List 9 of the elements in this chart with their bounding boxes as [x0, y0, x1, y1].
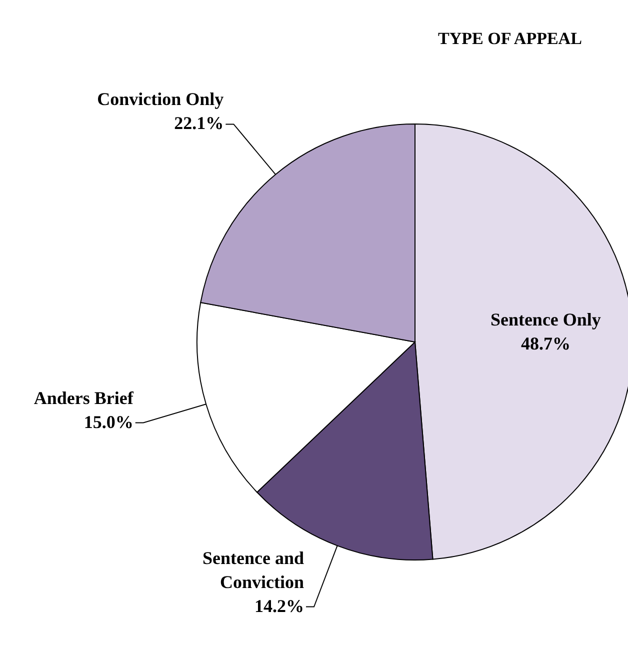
slice-label: Anders Brief — [34, 388, 134, 408]
chart-title: TYPE OF APPEAL — [438, 29, 582, 48]
data-label: 15.0% — [84, 412, 134, 432]
data-label: 14.2% — [254, 596, 304, 616]
data-label: 48.7% — [520, 334, 570, 354]
slice-label: Conviction Only — [97, 89, 224, 110]
data-label: 22.1% — [174, 113, 224, 134]
slice-label: Sentence and Conviction — [202, 548, 304, 592]
slice-label: Sentence Only — [490, 310, 601, 330]
